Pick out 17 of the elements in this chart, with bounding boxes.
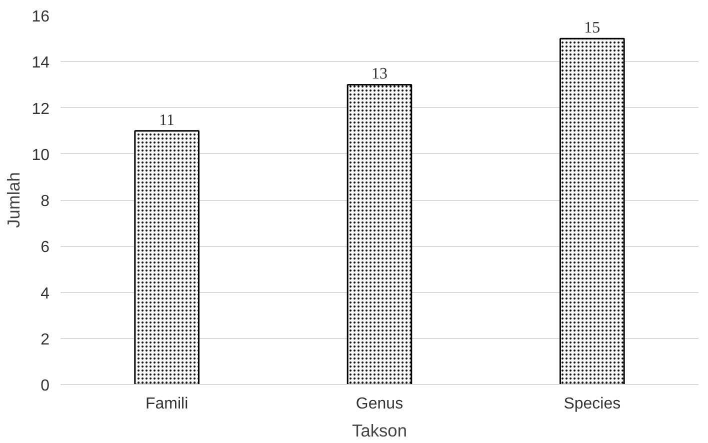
data-label: 11 bbox=[159, 112, 175, 129]
y-tick-label: 16 bbox=[32, 8, 50, 26]
y-tick-label: 4 bbox=[40, 285, 50, 302]
y-tick-label: 6 bbox=[40, 239, 50, 256]
data-label: 13 bbox=[372, 66, 388, 83]
y-tick-label: 8 bbox=[40, 193, 50, 210]
y-axis-title: Jumlah bbox=[4, 172, 24, 228]
x-tick-label: Species bbox=[564, 396, 621, 412]
y-tick-label: 0 bbox=[40, 378, 50, 394]
x-axis-title: Takson bbox=[352, 420, 407, 440]
x-tick-label: Genus bbox=[356, 396, 404, 412]
x-tick-label: Famili bbox=[146, 396, 188, 412]
y-tick-label: 14 bbox=[32, 54, 50, 72]
y-tick-label: 2 bbox=[40, 331, 50, 348]
y-tick-label: 10 bbox=[32, 146, 50, 164]
y-tick-label: 12 bbox=[32, 100, 50, 118]
data-label: 15 bbox=[584, 20, 600, 37]
